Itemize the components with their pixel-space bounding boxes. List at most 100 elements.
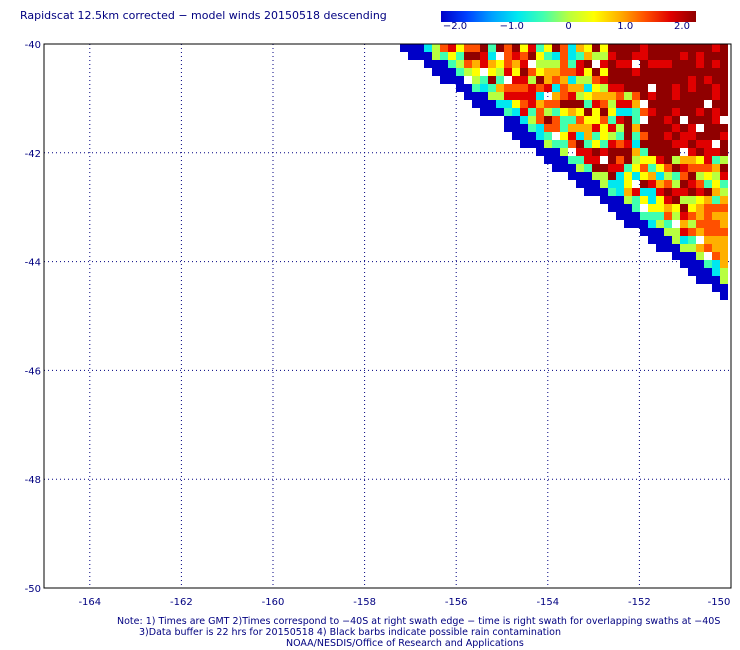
wind-cell bbox=[544, 132, 552, 140]
wind-cell bbox=[712, 252, 720, 260]
wind-cell bbox=[696, 180, 704, 188]
wind-cell bbox=[592, 116, 600, 124]
wind-cell bbox=[640, 172, 648, 180]
wind-cell bbox=[496, 68, 504, 76]
wind-cell bbox=[624, 76, 632, 84]
wind-cell bbox=[656, 108, 664, 116]
wind-cell bbox=[712, 260, 720, 268]
wind-cell bbox=[656, 116, 664, 124]
wind-cell bbox=[712, 180, 720, 188]
wind-cell bbox=[472, 60, 480, 68]
wind-cell bbox=[616, 68, 624, 76]
wind-cell bbox=[600, 188, 608, 196]
wind-cell bbox=[688, 204, 696, 212]
wind-cell bbox=[664, 92, 672, 100]
wind-cell bbox=[608, 140, 616, 148]
wind-cell bbox=[536, 132, 544, 140]
wind-cell bbox=[720, 172, 728, 180]
wind-cell bbox=[664, 228, 672, 236]
wind-cell bbox=[656, 196, 664, 204]
wind-cell bbox=[696, 68, 704, 76]
wind-cell bbox=[600, 52, 608, 60]
wind-cell bbox=[720, 60, 728, 68]
wind-cell bbox=[720, 84, 728, 92]
wind-cell bbox=[544, 148, 552, 156]
wind-cell bbox=[680, 164, 688, 172]
wind-cell bbox=[648, 188, 656, 196]
wind-cell bbox=[520, 92, 528, 100]
wind-cell bbox=[664, 44, 672, 52]
latitude-label: -42 bbox=[25, 149, 41, 160]
wind-cell bbox=[584, 188, 592, 196]
wind-cell bbox=[536, 44, 544, 52]
wind-cell bbox=[544, 140, 552, 148]
wind-cell bbox=[672, 100, 680, 108]
wind-cell bbox=[608, 148, 616, 156]
wind-cell bbox=[720, 252, 728, 260]
wind-cell bbox=[536, 76, 544, 84]
wind-cell bbox=[648, 92, 656, 100]
wind-cell bbox=[712, 108, 720, 116]
wind-cell bbox=[616, 116, 624, 124]
wind-cell bbox=[584, 84, 592, 92]
wind-cell bbox=[704, 92, 712, 100]
wind-cell bbox=[712, 236, 720, 244]
wind-cell bbox=[720, 196, 728, 204]
wind-cell bbox=[584, 180, 592, 188]
wind-cell bbox=[544, 60, 552, 68]
wind-cell bbox=[720, 236, 728, 244]
colorbar-tick-label: 0 bbox=[565, 21, 572, 32]
wind-cell bbox=[496, 76, 504, 84]
wind-cell bbox=[712, 164, 720, 172]
wind-cell bbox=[616, 92, 624, 100]
wind-cell bbox=[688, 228, 696, 236]
wind-cell bbox=[576, 172, 584, 180]
wind-cell bbox=[560, 60, 568, 68]
wind-cell bbox=[560, 100, 568, 108]
wind-cell bbox=[608, 108, 616, 116]
wind-cell bbox=[616, 52, 624, 60]
wind-cell bbox=[720, 268, 728, 276]
wind-cell bbox=[672, 196, 680, 204]
wind-cell bbox=[680, 188, 688, 196]
wind-cell bbox=[576, 68, 584, 76]
wind-cell bbox=[584, 108, 592, 116]
wind-cell bbox=[512, 124, 520, 132]
wind-cell bbox=[608, 164, 616, 172]
wind-cell bbox=[704, 52, 712, 60]
wind-cell bbox=[656, 124, 664, 132]
latitude-label: -40 bbox=[25, 40, 41, 51]
wind-cell bbox=[528, 52, 536, 60]
wind-cell bbox=[440, 60, 448, 68]
wind-cell bbox=[640, 92, 648, 100]
wind-cell bbox=[632, 124, 640, 132]
wind-cell bbox=[680, 236, 688, 244]
wind-cell bbox=[712, 156, 720, 164]
wind-cell bbox=[720, 76, 728, 84]
wind-cell bbox=[688, 260, 696, 268]
wind-cell bbox=[496, 84, 504, 92]
wind-cell bbox=[600, 92, 608, 100]
wind-cell bbox=[640, 68, 648, 76]
wind-cell bbox=[528, 92, 536, 100]
wind-cell bbox=[672, 76, 680, 84]
wind-cell bbox=[632, 116, 640, 124]
wind-cell bbox=[680, 100, 688, 108]
wind-cell bbox=[608, 188, 616, 196]
wind-cell bbox=[488, 60, 496, 68]
wind-cell bbox=[448, 60, 456, 68]
wind-cell bbox=[624, 84, 632, 92]
wind-cell bbox=[696, 108, 704, 116]
wind-cell bbox=[648, 172, 656, 180]
wind-cell bbox=[664, 100, 672, 108]
wind-cell bbox=[432, 52, 440, 60]
wind-cell bbox=[680, 68, 688, 76]
wind-cell bbox=[688, 236, 696, 244]
wind-cell bbox=[560, 68, 568, 76]
wind-cell bbox=[656, 172, 664, 180]
wind-cell bbox=[704, 196, 712, 204]
wind-cell bbox=[712, 220, 720, 228]
wind-cell bbox=[552, 148, 560, 156]
wind-cell bbox=[696, 44, 704, 52]
wind-cell bbox=[680, 52, 688, 60]
